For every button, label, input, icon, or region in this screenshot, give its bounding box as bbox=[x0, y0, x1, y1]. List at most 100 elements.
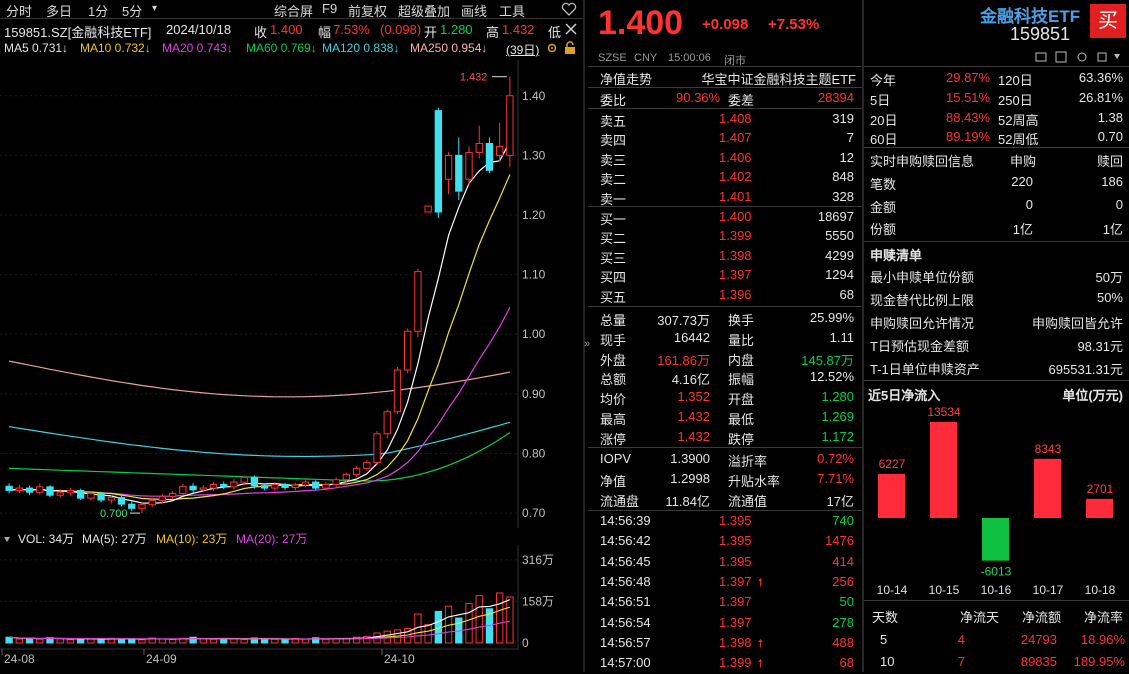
perf-value: 63.36% bbox=[1078, 70, 1123, 85]
quote-panel: 1.400 +0.098 +7.53% SZSE CNY 15:00:06 闭市… bbox=[588, 0, 863, 672]
close-icon[interactable] bbox=[563, 21, 579, 37]
volume-bar bbox=[15, 638, 23, 644]
vol-ma20-line bbox=[9, 620, 511, 640]
ma5-label: MA5 0.731↓ bbox=[4, 41, 69, 55]
volume-bar bbox=[271, 638, 279, 644]
tick-time: 14:56:48 bbox=[600, 573, 651, 589]
fund-info-panel: 金融科技ETF 159851 买 今年 29.87% 120日 63.36% 5日 15.… bbox=[864, 0, 1129, 672]
inflow-value-label: 8343 bbox=[1035, 442, 1062, 456]
settings-icon[interactable] bbox=[546, 42, 558, 54]
composite-screen-button[interactable]: 综合屏 bbox=[274, 4, 314, 19]
tab-5min[interactable]: 5分 bbox=[122, 4, 143, 19]
info-date: 2024/10/18 bbox=[166, 22, 232, 37]
list-value: 50万 bbox=[1095, 270, 1123, 285]
perf-label: 52周低 bbox=[998, 132, 1039, 148]
stat-label: 振幅 bbox=[728, 372, 755, 388]
flow-rate: 18.96% bbox=[1080, 632, 1125, 647]
list-row: T日预估现金差额 98.31元 bbox=[864, 334, 1129, 354]
bid-row: 买二 1.399 5550 bbox=[588, 226, 858, 246]
draw-line-button[interactable]: 画线 bbox=[461, 4, 488, 19]
fund-stat-row: IOPV 1.3900 溢折率 0.72% bbox=[588, 449, 858, 469]
quote-info-bar: 159851.SZ[金融科技ETF] 2024/10/18 收 1.400 幅 … bbox=[0, 19, 583, 40]
volume-chart[interactable]: 316万 158万 0 24-08 24-09 24-10 bbox=[0, 545, 583, 672]
high-annotation: 1.432 bbox=[460, 72, 488, 84]
realtime-h2: 赎回 bbox=[1096, 154, 1123, 169]
y-tick-label: 1.20 bbox=[522, 208, 546, 222]
days-selector[interactable]: (39日) bbox=[506, 43, 540, 57]
candle-body bbox=[220, 483, 228, 488]
tools-button[interactable]: 工具 bbox=[499, 4, 526, 19]
list-header: 申赎清单 bbox=[864, 243, 1129, 263]
volume-bar bbox=[46, 637, 54, 644]
high-label: 高 bbox=[486, 25, 500, 40]
f9-button[interactable]: F9 bbox=[322, 1, 338, 16]
forward-adjust-button[interactable]: 前复权 bbox=[348, 4, 388, 19]
panel-toggle-icon[interactable]: » bbox=[584, 338, 591, 350]
candle-body bbox=[301, 481, 310, 486]
stat-value: 1.280 bbox=[821, 389, 854, 405]
y-tick-label: 0.90 bbox=[522, 387, 546, 401]
ask-volume: 848 bbox=[832, 169, 854, 185]
candle-body bbox=[25, 487, 34, 493]
collapse-icon[interactable] bbox=[3, 533, 11, 542]
candlestick-chart[interactable]: 1.40 1.30 1.20 1.10 1.00 0.90 0.80 0.70 1.432 0.7… bbox=[0, 60, 583, 528]
fund-stat-label: 升贴水率 bbox=[728, 474, 781, 489]
realtime-sub: 0 bbox=[1025, 196, 1033, 212]
ask-price: 1.402 bbox=[719, 169, 752, 185]
stat-row: 现手 16442 量比 1.11 bbox=[588, 328, 858, 348]
realtime-sub: 1亿 bbox=[1012, 222, 1033, 237]
flow-amount: 89835 bbox=[1020, 654, 1057, 669]
candle-body bbox=[250, 476, 259, 487]
fund-stat-value: 11.84亿 bbox=[665, 494, 710, 509]
stat-value: 25.99% bbox=[809, 310, 854, 325]
realtime-row: 笔数 220 186 bbox=[864, 172, 1129, 192]
candle-body bbox=[485, 142, 494, 171]
bid-label: 买二 bbox=[600, 231, 627, 247]
bid-label: 买五 bbox=[600, 289, 627, 305]
inflow-date-label: 10-16 bbox=[981, 583, 1012, 597]
tick-row: 14:56:39 1.395 740 bbox=[588, 511, 858, 531]
stat-label: 换手 bbox=[728, 313, 755, 328]
super-overlay-button[interactable]: 超级叠加 bbox=[398, 4, 451, 19]
ma120-line bbox=[9, 421, 511, 458]
stat-value: 12.52% bbox=[809, 369, 854, 385]
price-change-pct: +7.53% bbox=[768, 16, 820, 33]
currency-label: CNY bbox=[634, 52, 658, 64]
up-arrow-icon: 🠕 bbox=[758, 637, 763, 650]
tab-timeshare[interactable]: 分时 bbox=[6, 4, 33, 19]
volume-bar bbox=[138, 639, 146, 644]
nav-trend-row[interactable]: 净值走势 华宝中证金融科技主题ETF bbox=[588, 67, 858, 87]
tick-row: 14:56:57 1.398 🠕 488 bbox=[588, 633, 858, 653]
period-dropdown-icon[interactable]: ▾ bbox=[152, 3, 158, 14]
perf-row: 60日 89.19% 52周低 0.70 bbox=[864, 127, 1129, 147]
list-row: 申购赎回允许情况 申购赎回皆允许 bbox=[864, 311, 1129, 331]
tick-row: 14:57:00 1.399 🠕 68 bbox=[588, 653, 858, 673]
tab-multiday[interactable]: 多日 bbox=[46, 4, 73, 19]
stat-value: 307.73万 bbox=[657, 313, 710, 328]
ask-price: 1.401 bbox=[719, 188, 752, 204]
tick-volume: 278 bbox=[832, 614, 854, 630]
ask-row: 卖二 1.402 848 bbox=[588, 167, 858, 187]
ask-label: 卖二 bbox=[600, 172, 627, 188]
tick-price: 1.397 bbox=[719, 573, 752, 589]
candle-body bbox=[455, 154, 463, 192]
candle-body bbox=[56, 492, 64, 496]
change-label: 幅 bbox=[318, 25, 332, 40]
candle-body bbox=[312, 481, 320, 489]
ma120-label: MA120 0.838↓ bbox=[322, 41, 400, 55]
buy-button[interactable]: 买 bbox=[1090, 4, 1126, 38]
fund-stat-value: 0.72% bbox=[817, 451, 854, 466]
up-arrow-icon: 🠕 bbox=[758, 576, 763, 589]
list-row: 现金替代比例上限 50% bbox=[864, 288, 1129, 308]
tab-1min[interactable]: 1分 bbox=[88, 4, 109, 19]
up-arrow-icon: 🠕 bbox=[758, 658, 763, 671]
perf-value: 29.87% bbox=[946, 70, 991, 85]
x-tick-label: 24-08 bbox=[4, 652, 35, 666]
lock-icon[interactable] bbox=[563, 41, 577, 55]
flow-title: 近5日净流入 bbox=[868, 388, 941, 403]
low-annotation: 0.700 bbox=[100, 508, 128, 520]
volume-bar bbox=[199, 638, 207, 644]
tick-row: 14:56:51 1.397 50 bbox=[588, 592, 858, 612]
candle-body bbox=[97, 492, 105, 501]
heart-icon[interactable] bbox=[561, 1, 577, 17]
